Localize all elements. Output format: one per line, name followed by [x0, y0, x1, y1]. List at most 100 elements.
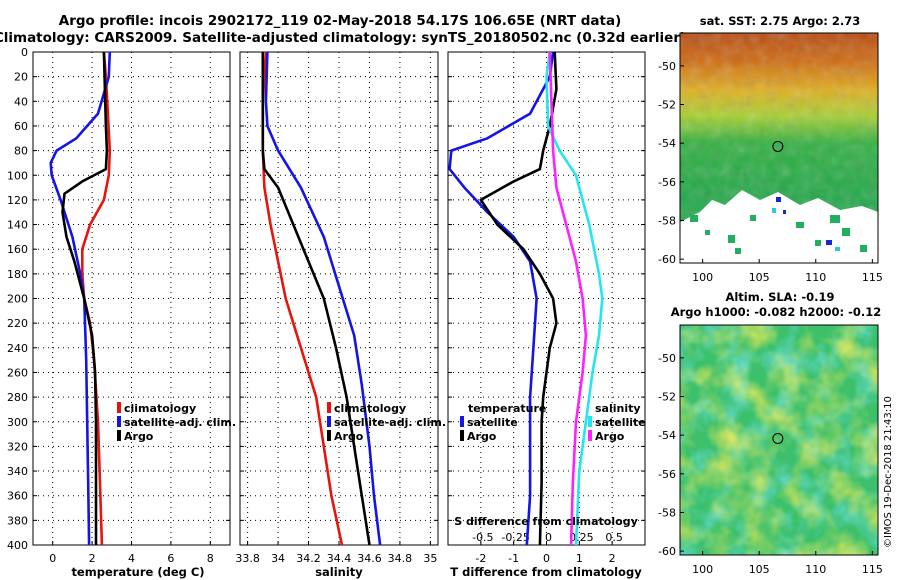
depth-tick-label: 260	[7, 366, 28, 379]
series-line-t-argo	[479, 51, 558, 546]
x2-tick-label: -0.25	[501, 531, 529, 544]
depth-axis-labels: 0 20 40 60 80 100 120 140 160 180 200 220 240 260 280 3…	[7, 46, 28, 552]
sla-map-frame	[679, 324, 879, 556]
legend-climatology: climatology	[334, 402, 406, 415]
x-tick-label: 34.2	[296, 552, 321, 565]
plot-frame	[32, 51, 231, 546]
profile-location-marker	[772, 140, 784, 152]
depth-tick-label: 340	[7, 465, 28, 478]
map-y-tick-label: -58	[658, 506, 676, 519]
depth-tick-label: 140	[7, 219, 28, 232]
figure-title-line1: Argo profile: incois 2902172_119 02-May-…	[59, 13, 622, 29]
depth-tick-label: 120	[7, 194, 28, 207]
depth-tick-label: 300	[7, 416, 28, 429]
x-tick-label: 34	[271, 552, 285, 565]
s-difference-label: S difference from climatology	[454, 515, 638, 528]
legend-swatch-climatology	[117, 402, 121, 413]
legend-swatch-climatology	[327, 402, 331, 413]
temperature-xlabel: temperature (deg C)	[71, 565, 204, 579]
series-line-s-satellite	[545, 51, 604, 546]
legend-argo: Argo	[124, 430, 154, 443]
map-y-tick-label: -52	[658, 391, 676, 404]
map-x-tick-label: 100	[692, 271, 713, 284]
depth-tick-label: 20	[14, 71, 28, 84]
map-x-tick-label: 105	[749, 271, 770, 284]
difference-panel: -2 -1 0 1 2 -0.5 -0.25 0 0.25 0.5	[447, 51, 646, 565]
x-tick-label: 0	[543, 552, 550, 565]
legend-swatch-satellite	[327, 416, 331, 427]
depth-tick-label: 360	[7, 490, 28, 503]
map-y-tick-label: -60	[658, 545, 676, 558]
salinity-panel: 33.8 34 34.2 34.4 34.6 34.8 35	[235, 51, 439, 565]
map-x-tick-label: 115	[862, 271, 883, 284]
legend-satellite-adj: satellite-adj. clim.	[334, 416, 446, 429]
depth-tick-label: 240	[7, 342, 28, 355]
depth-tick-label: 380	[7, 514, 28, 527]
x-tick-label: 2	[609, 552, 616, 565]
sla-map-title-line2: Argo h1000: -0.082 h2000: -0.12	[671, 305, 882, 319]
legend-t-argo: Argo	[467, 430, 497, 443]
imos-timestamp: ©IMOS 19-Dec-2018 21:43:10	[883, 396, 894, 548]
figure-title-line2: Climatology: CARS2009. Satellite-adjuste…	[0, 30, 686, 46]
x2-tick-label: 0.25	[569, 531, 594, 544]
x2-tick-label: 0	[545, 531, 552, 544]
x-tick-label: 33.8	[235, 552, 260, 565]
x-tick-label: 1	[576, 552, 583, 565]
temperature-legend: climatology satellite-adj. clim. Argo	[117, 402, 236, 443]
depth-tick-label: 60	[14, 120, 28, 133]
series-line-satellite-adj-clim-	[264, 51, 382, 546]
x-tick-label: 8	[207, 552, 214, 565]
legend-swatch-argo	[117, 430, 121, 441]
difference-legend: temperature satellite Argo salinity sate…	[454, 402, 645, 528]
x-tick-label: 2	[89, 552, 96, 565]
difference-xlabel: T difference from climatology	[450, 565, 642, 579]
depth-tick-label: 200	[7, 293, 28, 306]
sla-high-anomaly	[680, 325, 878, 555]
map-x-tick-label: 100	[692, 563, 713, 576]
x-tick-label: 4	[128, 552, 135, 565]
sla-map	[680, 325, 878, 555]
salinity-xlabel: salinity	[315, 565, 363, 579]
legend-argo: Argo	[334, 430, 364, 443]
depth-tick-label: 400	[7, 539, 28, 552]
legend-swatch-s-satellite	[588, 416, 592, 427]
x-tick-label: 35	[423, 552, 437, 565]
sla-map-axes: 100 105 110 115 -50 -52 -54 -56 -58 -60	[658, 352, 883, 576]
depth-tick-label: 80	[14, 145, 28, 158]
map-y-tick-label: -56	[658, 176, 676, 189]
depth-tick-label: 160	[7, 243, 28, 256]
sla-map-title-line1: Altim. SLA: -0.19	[725, 290, 834, 304]
map-y-tick-label: -54	[658, 429, 676, 442]
series-line-argo	[61, 51, 109, 545]
map-x-tick-label: 105	[749, 563, 770, 576]
sst-cold-pixels	[776, 197, 832, 245]
legend-swatch-argo	[327, 430, 331, 441]
legend-s-argo: Argo	[595, 430, 625, 443]
depth-tick-label: 100	[7, 169, 28, 182]
legend-swatch-s-argo	[588, 430, 592, 441]
map-y-tick-label: -60	[658, 253, 676, 266]
legend-swatch-t-satellite	[460, 416, 464, 427]
sst-map-title: sat. SST: 2.75 Argo: 2.73	[700, 14, 860, 28]
x2-tick-label: -0.5	[472, 531, 493, 544]
sst-map	[680, 33, 878, 263]
map-y-tick-label: -56	[658, 468, 676, 481]
x-tick-label: -2	[475, 552, 486, 565]
map-y-tick-label: -52	[658, 99, 676, 112]
depth-tick-label: 180	[7, 268, 28, 281]
map-y-tick-label: -50	[658, 60, 676, 73]
series-line-t-satellite	[448, 51, 555, 546]
sst-map-frame	[679, 32, 879, 264]
x-tick-label: 34.8	[388, 552, 413, 565]
plot-frame	[239, 51, 439, 546]
salinity-legend: climatology satellite-adj. clim. Argo	[327, 402, 446, 443]
x-tick-label: 34.4	[327, 552, 352, 565]
x-tick-label: 6	[167, 552, 174, 565]
x2-tick-label: 0.5	[605, 531, 623, 544]
map-y-tick-label: -50	[658, 352, 676, 365]
map-y-tick-label: -58	[658, 214, 676, 227]
sst-scattered-pixels	[690, 215, 867, 254]
x-tick-label: 34.6	[357, 552, 382, 565]
map-x-tick-label: 110	[805, 271, 826, 284]
plot-frame	[447, 51, 646, 546]
